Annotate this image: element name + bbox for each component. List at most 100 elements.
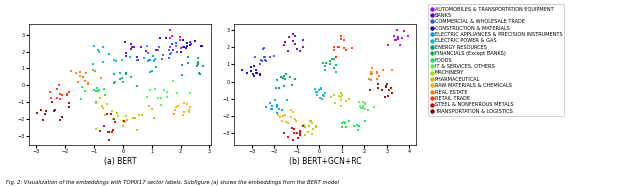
Point — [172, 51, 182, 54]
Point — [95, 96, 106, 99]
Point — [102, 103, 112, 106]
Point — [115, 72, 125, 75]
Point — [264, 101, 275, 104]
Point — [317, 97, 327, 100]
Point — [333, 45, 344, 48]
Point — [331, 64, 341, 67]
Point — [336, 37, 346, 40]
Point — [315, 97, 325, 100]
Point — [392, 28, 403, 31]
Point — [360, 120, 370, 123]
Point — [159, 88, 169, 91]
Point — [336, 98, 346, 101]
Point — [306, 120, 316, 123]
Point — [337, 122, 347, 125]
Point — [184, 110, 194, 113]
Point — [250, 55, 260, 58]
Point — [237, 68, 247, 71]
Point — [340, 121, 350, 124]
Point — [280, 78, 290, 81]
Point — [182, 56, 193, 59]
Point — [117, 59, 127, 62]
Point — [97, 61, 108, 64]
Point — [104, 138, 114, 141]
Point — [74, 71, 84, 74]
Point — [125, 55, 136, 58]
Point — [330, 102, 340, 105]
Point — [333, 95, 344, 98]
Point — [295, 133, 305, 136]
Point — [90, 128, 100, 131]
Point — [390, 38, 401, 41]
Point — [109, 73, 120, 76]
Point — [363, 108, 373, 111]
Point — [129, 46, 140, 49]
Point — [167, 35, 177, 38]
Point — [40, 110, 51, 113]
Point — [285, 115, 296, 118]
Point — [299, 124, 309, 126]
Point — [257, 48, 268, 51]
Point — [300, 126, 310, 129]
Point — [154, 45, 164, 48]
Point — [295, 129, 305, 132]
Point — [289, 34, 300, 37]
Point — [168, 48, 179, 51]
Point — [110, 80, 120, 83]
Point — [363, 108, 373, 111]
Point — [269, 55, 279, 58]
Point — [176, 47, 186, 50]
Point — [136, 46, 146, 49]
Point — [336, 105, 346, 108]
Point — [292, 47, 302, 50]
Point — [161, 36, 172, 39]
Point — [288, 110, 298, 113]
Point — [165, 45, 175, 48]
Point — [172, 91, 182, 94]
Point — [36, 109, 47, 112]
Point — [196, 44, 206, 47]
Point — [133, 58, 143, 61]
Point — [112, 112, 122, 115]
Point — [80, 79, 90, 82]
Point — [373, 86, 383, 89]
Point — [340, 126, 351, 129]
Point — [280, 121, 291, 124]
Point — [181, 46, 191, 49]
Point — [175, 38, 186, 41]
Point — [176, 50, 186, 53]
Point — [92, 86, 102, 89]
Point — [365, 70, 376, 73]
Point — [331, 55, 341, 58]
Point — [310, 88, 320, 91]
Point — [156, 96, 166, 99]
Point — [335, 96, 346, 99]
Point — [314, 88, 324, 91]
Point — [55, 118, 65, 121]
Point — [179, 110, 189, 113]
Point — [162, 91, 172, 94]
Point — [311, 126, 321, 129]
Point — [162, 96, 172, 99]
Point — [277, 120, 287, 123]
Point — [193, 60, 203, 63]
Point — [55, 92, 65, 95]
Point — [157, 57, 167, 60]
Point — [393, 36, 403, 39]
Point — [90, 89, 100, 92]
Point — [177, 45, 188, 48]
Point — [249, 74, 259, 77]
Point — [193, 56, 203, 59]
Point — [195, 73, 205, 76]
Point — [279, 132, 289, 135]
Point — [283, 136, 293, 139]
Point — [32, 112, 42, 115]
Point — [356, 106, 366, 109]
Point — [298, 39, 308, 41]
Point — [387, 87, 397, 90]
Point — [287, 127, 298, 130]
Point — [387, 68, 397, 71]
Point — [280, 72, 291, 75]
Point — [358, 106, 369, 109]
Point — [287, 40, 298, 43]
